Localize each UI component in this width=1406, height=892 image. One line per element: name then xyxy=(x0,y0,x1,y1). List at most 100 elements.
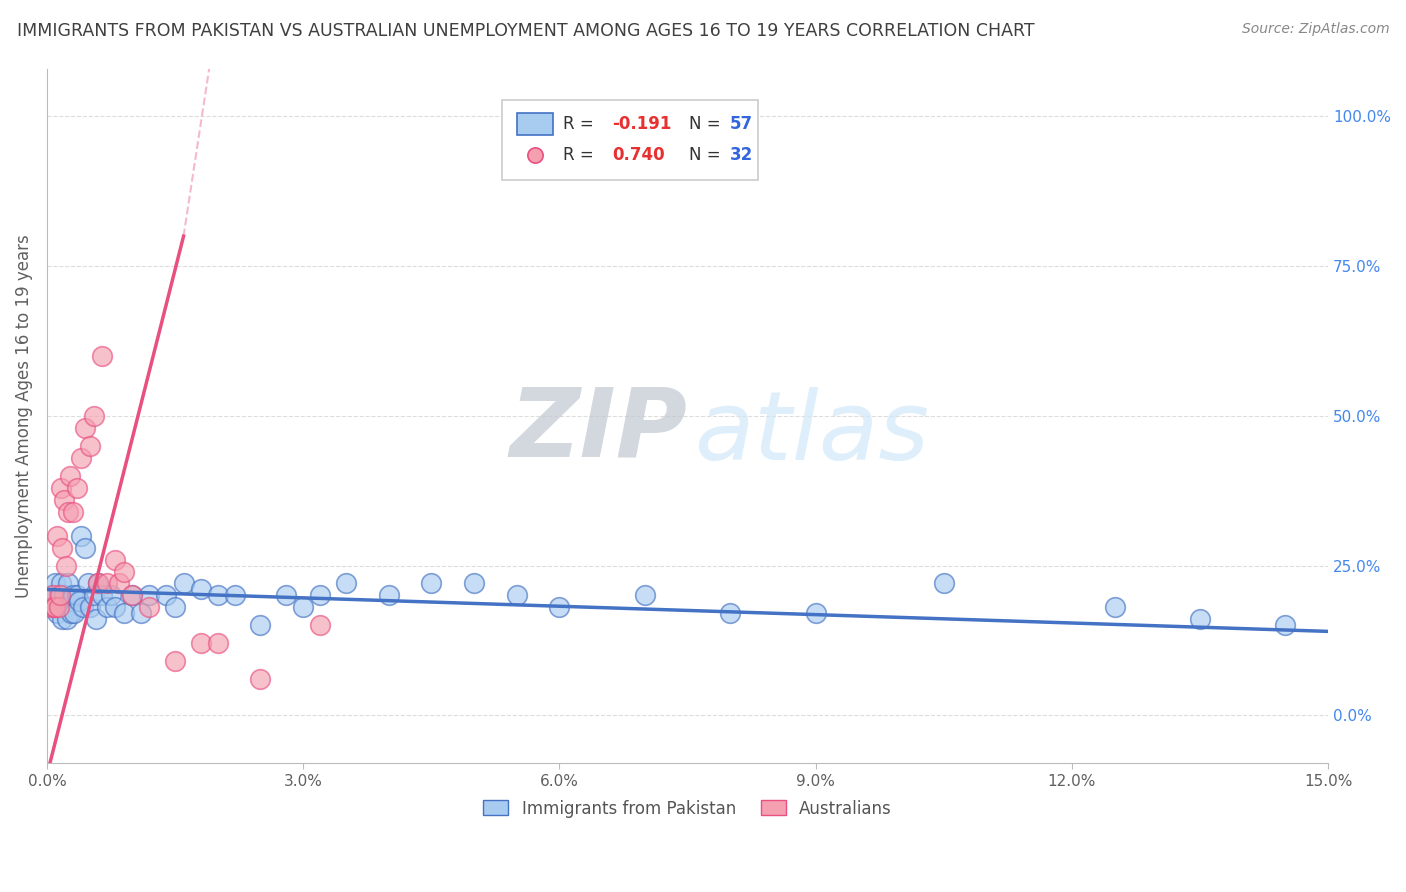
Point xyxy=(51,481,73,495)
Point xyxy=(100,589,122,603)
Point xyxy=(274,589,297,603)
Point xyxy=(163,600,186,615)
Point xyxy=(932,576,955,591)
Point xyxy=(121,589,143,603)
Point xyxy=(104,552,127,566)
Point xyxy=(87,576,110,591)
Point xyxy=(46,607,69,621)
Point xyxy=(67,594,90,608)
Text: 32: 32 xyxy=(730,146,754,164)
Point xyxy=(463,576,485,591)
Text: R =: R = xyxy=(564,115,599,133)
Point xyxy=(55,600,77,615)
Point xyxy=(249,673,271,687)
Point xyxy=(59,468,82,483)
Point xyxy=(108,576,131,591)
Point xyxy=(173,576,195,591)
Point xyxy=(39,589,62,603)
Point xyxy=(420,576,443,591)
Point xyxy=(112,565,135,579)
Text: N =: N = xyxy=(689,115,725,133)
Point xyxy=(104,600,127,615)
Point xyxy=(190,582,212,597)
Point xyxy=(1188,612,1211,626)
Point xyxy=(335,576,357,591)
Bar xyxy=(517,113,553,136)
Point xyxy=(91,349,114,363)
Point xyxy=(155,589,177,603)
Point xyxy=(44,600,66,615)
Point xyxy=(207,589,229,603)
Point xyxy=(75,541,97,555)
Point xyxy=(66,481,89,495)
Point xyxy=(112,607,135,621)
Point xyxy=(70,450,93,465)
Point xyxy=(207,636,229,650)
Legend: Immigrants from Pakistan, Australians: Immigrants from Pakistan, Australians xyxy=(477,793,898,824)
Point xyxy=(91,589,114,603)
Point xyxy=(62,505,84,519)
Point xyxy=(548,600,571,615)
Point xyxy=(59,607,82,621)
Point xyxy=(42,589,65,603)
Point xyxy=(48,589,70,603)
Point xyxy=(75,421,97,435)
Point xyxy=(79,600,101,615)
Point xyxy=(121,589,143,603)
Text: IMMIGRANTS FROM PAKISTAN VS AUSTRALIAN UNEMPLOYMENT AMONG AGES 16 TO 19 YEARS CO: IMMIGRANTS FROM PAKISTAN VS AUSTRALIAN U… xyxy=(17,22,1035,40)
Point xyxy=(51,541,73,555)
Point xyxy=(77,576,100,591)
Point xyxy=(505,589,527,603)
Point xyxy=(52,589,75,603)
Point xyxy=(83,589,105,603)
Point xyxy=(79,439,101,453)
Point xyxy=(309,589,332,603)
Text: 0.740: 0.740 xyxy=(612,146,665,164)
Point xyxy=(51,576,73,591)
Point xyxy=(51,612,73,626)
Point xyxy=(56,612,79,626)
Text: Source: ZipAtlas.com: Source: ZipAtlas.com xyxy=(1241,22,1389,37)
Text: atlas: atlas xyxy=(695,387,929,480)
Point xyxy=(66,589,89,603)
Text: ZIP: ZIP xyxy=(509,384,688,476)
Point xyxy=(224,589,246,603)
Point xyxy=(62,589,84,603)
Point xyxy=(42,600,65,615)
Point xyxy=(129,607,152,621)
Point xyxy=(83,409,105,423)
Text: 57: 57 xyxy=(730,115,754,133)
Point xyxy=(59,594,82,608)
Point xyxy=(39,600,62,615)
Point xyxy=(163,654,186,668)
Text: -0.191: -0.191 xyxy=(612,115,671,133)
Point xyxy=(70,528,93,542)
Point xyxy=(1104,600,1126,615)
Point xyxy=(718,607,741,621)
Point xyxy=(138,600,160,615)
Point xyxy=(72,600,94,615)
Point xyxy=(249,618,271,632)
Point xyxy=(58,576,80,591)
Point xyxy=(48,600,70,615)
Point xyxy=(96,576,118,591)
Point xyxy=(52,492,75,507)
FancyBboxPatch shape xyxy=(502,100,758,179)
Point xyxy=(48,600,70,615)
Point xyxy=(96,600,118,615)
Point xyxy=(86,612,108,626)
Point xyxy=(634,589,657,603)
Point xyxy=(48,589,70,603)
Point xyxy=(138,589,160,603)
Point xyxy=(377,589,399,603)
Text: N =: N = xyxy=(689,146,725,164)
Point xyxy=(42,600,65,615)
Y-axis label: Unemployment Among Ages 16 to 19 years: Unemployment Among Ages 16 to 19 years xyxy=(15,234,32,598)
Point xyxy=(292,600,315,615)
Point xyxy=(63,607,86,621)
Point xyxy=(1274,618,1296,632)
Point xyxy=(87,576,110,591)
Point xyxy=(46,528,69,542)
Point xyxy=(804,607,827,621)
Point xyxy=(44,576,66,591)
